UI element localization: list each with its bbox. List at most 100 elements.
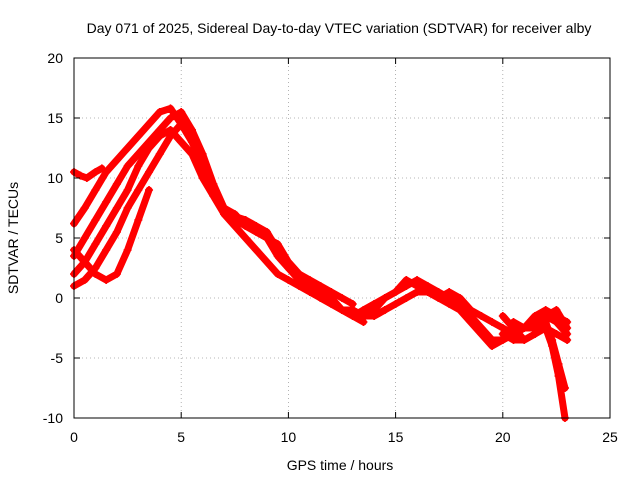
data-point [262, 234, 271, 242]
data-point [134, 216, 143, 224]
data-point [177, 138, 186, 146]
data-point [91, 168, 100, 176]
x-tick-label: 5 [177, 429, 185, 445]
data-point [97, 164, 106, 173]
x-axis-ticks: 0 5 10 15 20 25 [70, 58, 618, 445]
data-point [80, 204, 89, 212]
data-point [134, 150, 143, 158]
data-point [112, 156, 121, 164]
data-point [102, 222, 111, 230]
data-point [134, 162, 143, 170]
data-point [498, 312, 507, 320]
data-point [241, 222, 250, 230]
data-point [123, 246, 132, 254]
data-point [198, 156, 207, 164]
data-point [91, 186, 100, 194]
data-point [338, 306, 346, 314]
data-point [187, 126, 196, 134]
data-point [102, 198, 111, 206]
data-point [112, 270, 121, 278]
data-point [177, 120, 186, 128]
data-point [145, 186, 154, 194]
y-tick-label: 5 [55, 230, 63, 246]
data-point [145, 144, 154, 152]
data-point [380, 294, 389, 302]
x-axis-label: GPS time / hours [287, 457, 394, 473]
data-point [155, 150, 164, 158]
data-point [520, 324, 529, 332]
data-point [252, 246, 261, 254]
data-point [134, 132, 143, 140]
data-point [554, 360, 563, 368]
data-point [509, 336, 518, 344]
data-points [70, 104, 572, 422]
y-tick-label: 20 [47, 50, 63, 66]
y-tick-label: 0 [55, 290, 63, 306]
data-point [402, 294, 411, 302]
data-point [488, 342, 497, 350]
data-point [166, 114, 175, 122]
y-axis-ticks: -10 -5 0 5 10 15 20 [43, 50, 610, 426]
data-point [295, 270, 304, 278]
data-point [166, 132, 175, 140]
data-point [123, 204, 132, 212]
data-point [241, 234, 250, 242]
data-point [423, 288, 432, 296]
data-point [198, 174, 207, 182]
data-point [134, 186, 143, 194]
data-point [498, 330, 507, 338]
data-point [123, 186, 132, 194]
data-point [348, 306, 357, 314]
y-tick-label: 10 [47, 170, 63, 186]
data-point [563, 336, 572, 344]
data-point [455, 306, 464, 314]
data-point [338, 294, 346, 302]
data-point [155, 132, 164, 140]
y-axis-label: SDTVAR / TECUs [5, 182, 21, 294]
data-point [466, 318, 475, 326]
data-point [477, 330, 486, 338]
data-point [552, 306, 561, 314]
data-point [273, 270, 282, 278]
y-tick-label: -10 [43, 410, 63, 426]
data-point [155, 108, 164, 116]
y-tick-label: 15 [47, 110, 63, 126]
data-point [145, 120, 154, 128]
data-point [552, 330, 561, 338]
data-point [91, 216, 100, 224]
x-tick-label: 20 [495, 429, 511, 445]
data-point [370, 300, 379, 308]
x-tick-label: 10 [281, 429, 297, 445]
data-point [316, 294, 325, 302]
data-point [359, 306, 368, 314]
data-point [520, 336, 529, 344]
data-point [230, 222, 239, 230]
data-point [166, 104, 175, 113]
data-point [413, 288, 422, 296]
data-point [112, 180, 121, 188]
chart-title: Day 071 of 2025, Sidereal Day-to-day VTE… [87, 20, 592, 36]
data-point [123, 144, 132, 152]
x-tick-label: 0 [70, 429, 78, 445]
data-point [552, 318, 561, 326]
data-point [413, 276, 422, 284]
data-point [370, 312, 379, 320]
data-point [80, 276, 89, 284]
data-point [112, 204, 121, 212]
data-point [82, 174, 91, 182]
data-point [563, 324, 572, 332]
data-point [477, 312, 486, 320]
data-point [284, 276, 293, 284]
data-point [91, 270, 100, 278]
data-point [434, 294, 443, 302]
data-point [102, 276, 111, 284]
data-point [445, 300, 454, 308]
data-point [548, 336, 557, 344]
data-point [273, 252, 282, 260]
data-point [123, 162, 132, 170]
data-point [220, 210, 229, 218]
series-line [70, 120, 389, 320]
data-point [262, 258, 271, 266]
data-point [273, 240, 282, 248]
